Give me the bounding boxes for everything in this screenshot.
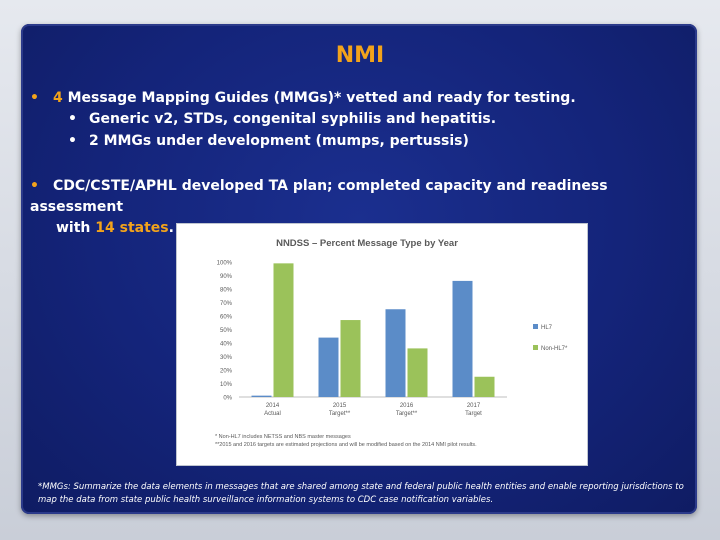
bullet-ta-plan: • CDC/CSTE/APHL developed TA plan; comple…: [30, 176, 690, 239]
legend-swatch: [533, 324, 538, 329]
bullet-mmgs-text: Message Mapping Guides (MMGs)* vetted an…: [67, 90, 576, 106]
y-tick-label: 60%: [220, 315, 233, 321]
bullet-ta-line1: CDC/CSTE/APHL developed TA plan; complet…: [30, 178, 608, 215]
chart-container: NNDSS – Percent Message Type by Year 0% 10…: [176, 223, 588, 466]
bullet-ta-prefix: with: [56, 220, 96, 236]
bar-non-hl7-: [340, 320, 361, 397]
subbullet-text: Generic v2, STDs, congenital syphilis an…: [88, 111, 497, 127]
y-tick-label: 30%: [220, 355, 233, 361]
y-tick-label: 10%: [220, 382, 233, 388]
legend-swatch: [533, 345, 538, 350]
chart-title: NNDSS – Percent Message Type by Year: [276, 238, 458, 249]
bar-chart: NNDSS – Percent Message Type by Year 0% 10…: [215, 238, 568, 448]
subbullet-development: • 2 MMGs under development (mumps, pertus…: [68, 133, 668, 149]
slide-title: NMI: [335, 43, 385, 68]
x-tick-label: 2017: [467, 403, 481, 409]
subbullet-generic: • Generic v2, STDs, congenital syphilis a…: [68, 111, 668, 127]
y-tick-label: 90%: [220, 274, 233, 280]
bullet-dot-icon: •: [68, 133, 77, 149]
mmg-count: 4: [52, 90, 63, 106]
bar-non-hl7-: [407, 348, 428, 397]
x-tick-label: 2014: [266, 403, 280, 409]
x-tick-label: 2015: [333, 403, 347, 409]
x-tick-label: 2016: [400, 403, 414, 409]
chart-note: **2015 and 2016 targets are estimated pr…: [215, 442, 477, 448]
bullet-dot-icon: •: [68, 111, 77, 127]
bar-hl7: [385, 309, 406, 397]
y-tick-label: 100%: [217, 261, 233, 267]
chart-note: * Non-HL7 includes NETSS and NBS master …: [215, 434, 351, 440]
states-count: 14 states: [95, 220, 169, 236]
y-tick-label: 0%: [223, 396, 232, 402]
x-tick-label: Target**: [396, 411, 418, 417]
x-tick-label: Actual: [264, 411, 281, 417]
bar-non-hl7-: [273, 263, 294, 397]
y-tick-label: 50%: [220, 328, 233, 334]
bar-non-hl7-: [474, 376, 495, 397]
bullet-mmgs: • 4 Message Mapping Guides (MMGs)* vetted…: [30, 90, 690, 106]
bullet-ta-suffix: .: [168, 220, 174, 236]
footnote: *MMGs: Summarize the data elements in me…: [38, 482, 684, 505]
bullet-dot-icon: •: [30, 178, 39, 194]
bar-hl7: [452, 280, 473, 397]
x-tick-label: Target**: [329, 411, 351, 417]
y-tick-label: 80%: [220, 288, 233, 294]
bullet-ta-line2: with 14 states.: [30, 218, 690, 239]
bar-hl7: [318, 337, 339, 397]
y-tick-label: 20%: [220, 369, 233, 375]
legend-label: HL7: [541, 325, 553, 331]
x-tick-label: Target: [465, 411, 482, 417]
legend-label: Non-HL7*: [541, 346, 568, 352]
y-tick-label: 40%: [220, 342, 233, 348]
y-tick-label: 70%: [220, 301, 233, 307]
bullet-dot-icon: •: [30, 90, 39, 106]
bar-hl7: [251, 395, 272, 397]
subbullet-text: 2 MMGs under development (mumps, pertuss…: [88, 133, 469, 149]
